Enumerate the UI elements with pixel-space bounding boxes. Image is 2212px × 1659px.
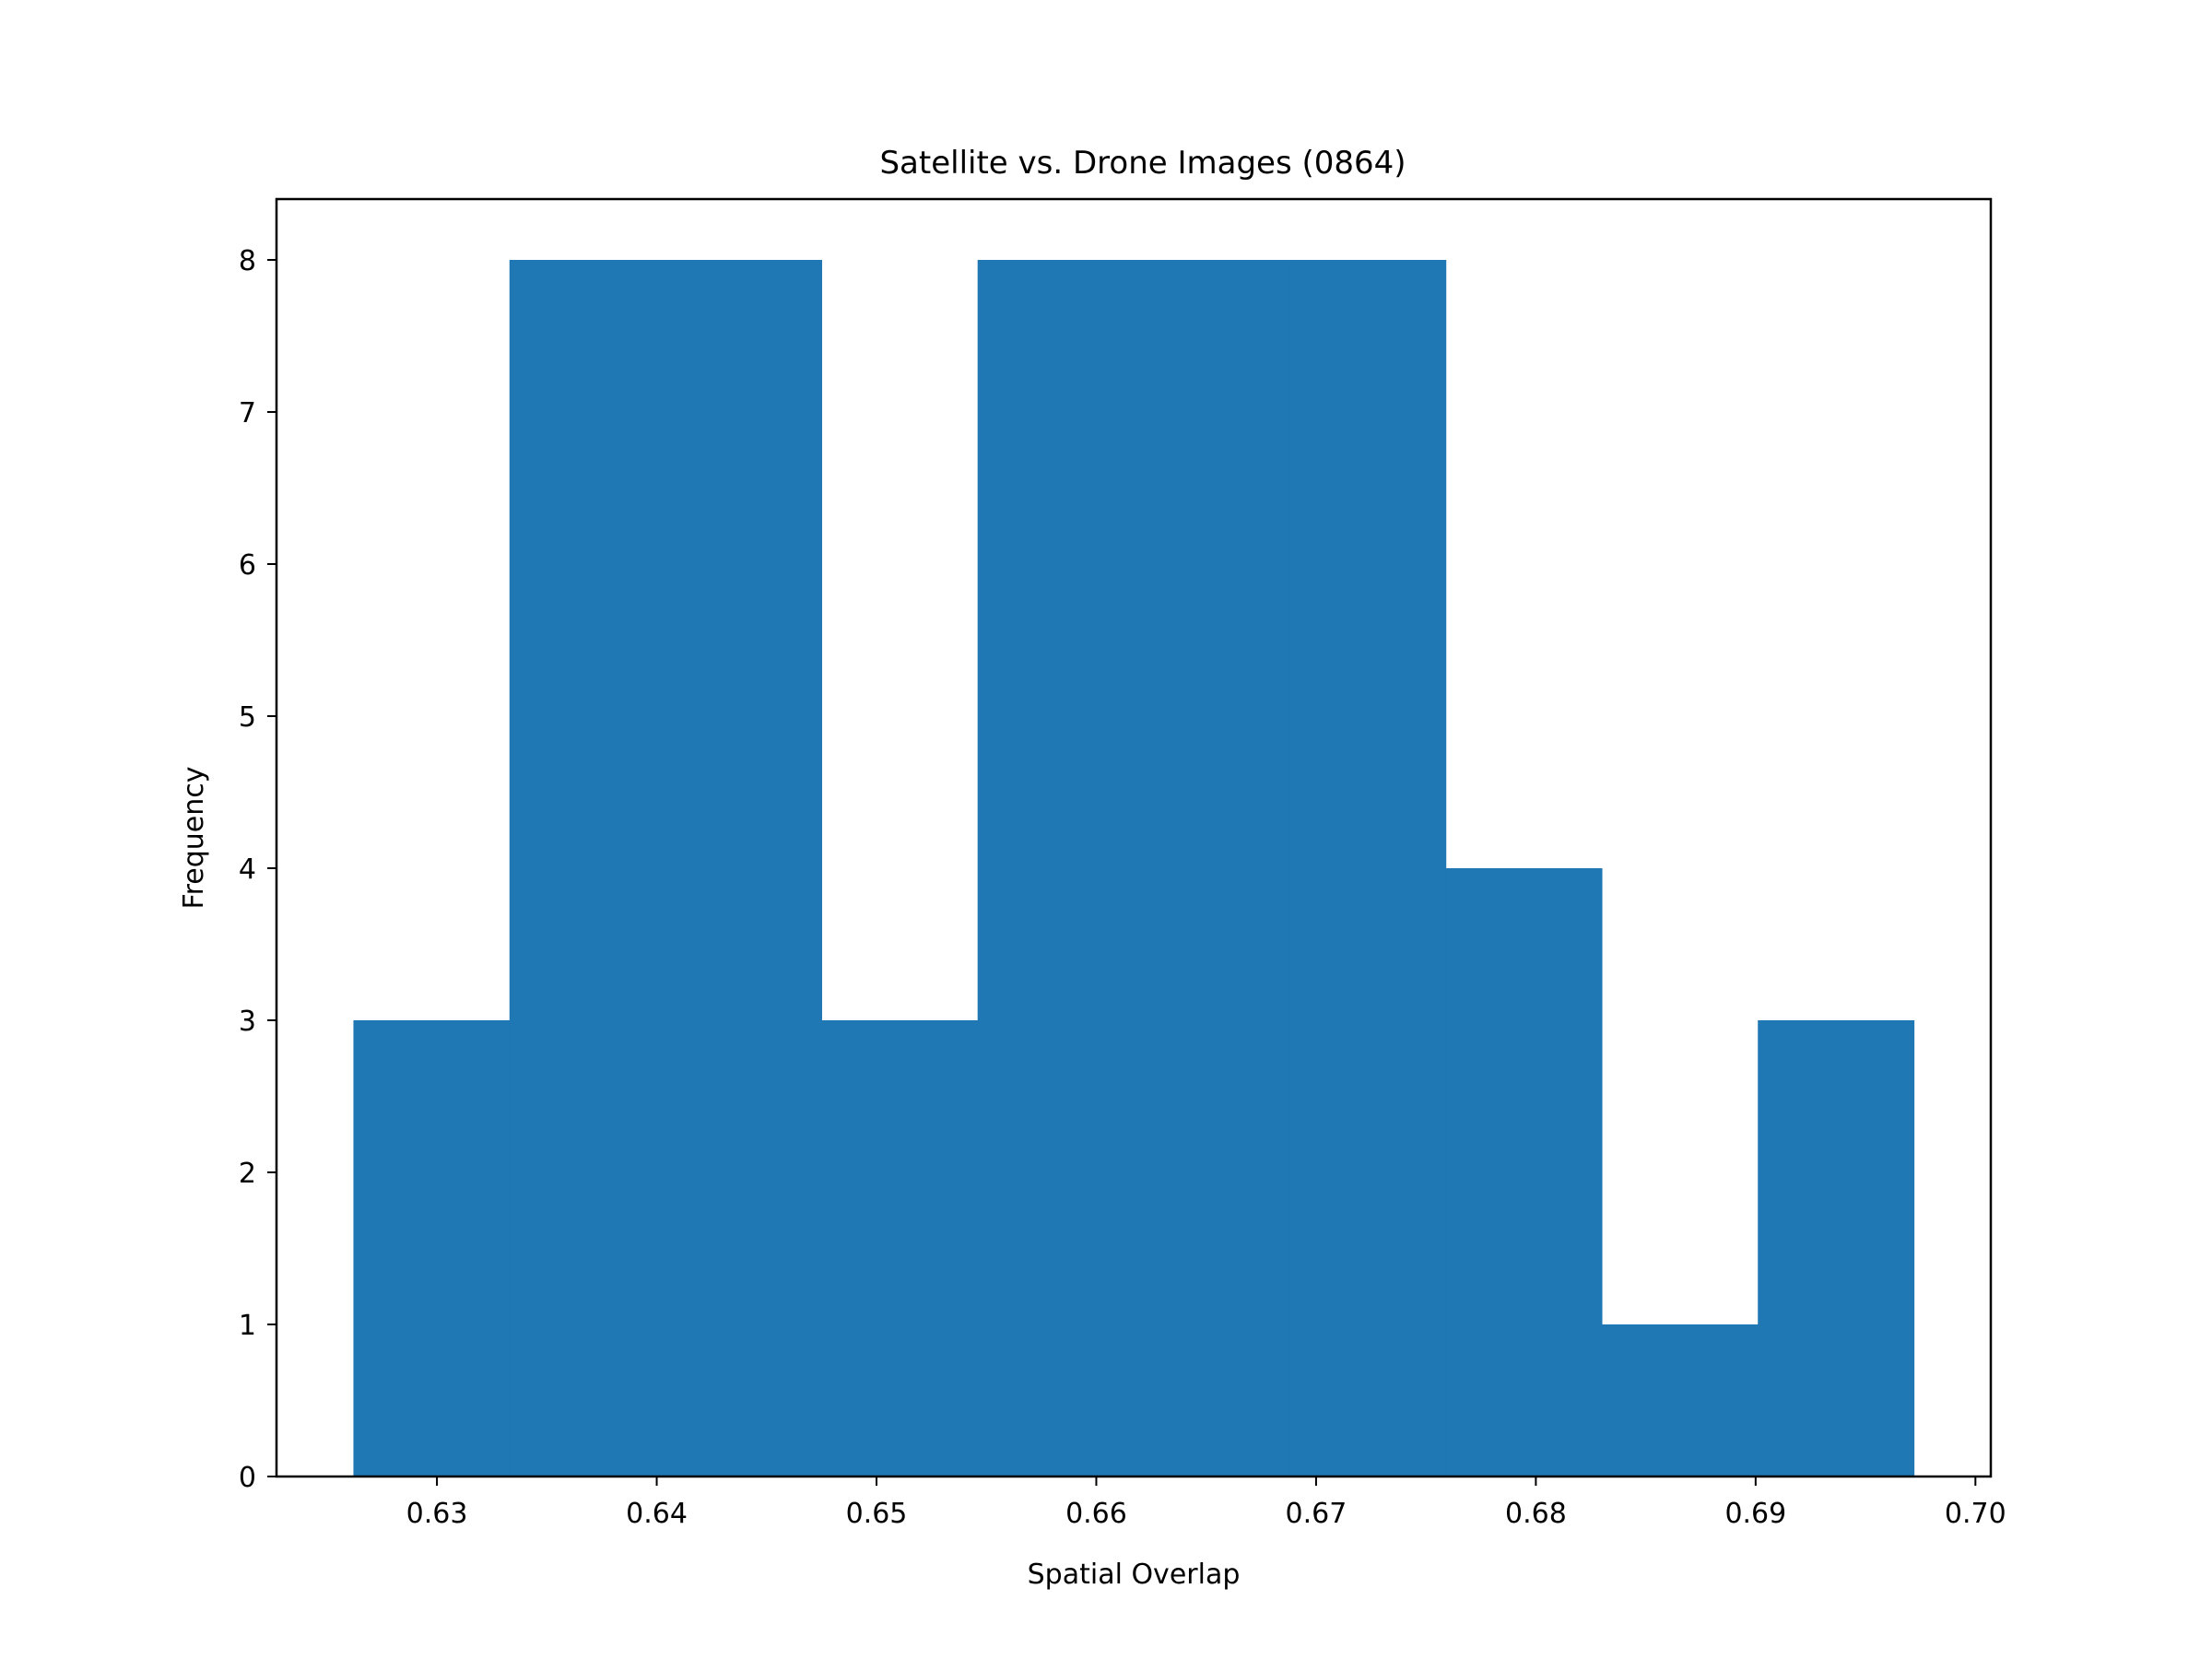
x-tick-label: 0.69: [1724, 1498, 1786, 1530]
y-axis-ticks: 0 1 2 3 4 5 6 7 8: [239, 245, 276, 1494]
x-tick-label: 0.64: [626, 1498, 688, 1530]
histogram-bar: [1758, 1020, 1915, 1477]
histogram-bar: [1601, 1324, 1759, 1477]
x-tick-label: 0.66: [1065, 1498, 1127, 1530]
x-tick-label: 0.68: [1505, 1498, 1567, 1530]
x-axis-label: Spatial Overlap: [1028, 1559, 1241, 1591]
x-tick-label: 0.67: [1286, 1498, 1347, 1530]
histogram-bar: [1445, 868, 1603, 1477]
x-axis-ticks: 0.63 0.64 0.65 0.66 0.67 0.68 0.69 0.70: [406, 1477, 2006, 1530]
y-tick-label: 8: [239, 245, 256, 277]
histogram-bar: [821, 1020, 979, 1477]
histogram-bar: [1289, 260, 1447, 1477]
y-axis-label: Frequency: [178, 767, 210, 910]
histogram-bar: [665, 260, 822, 1477]
y-tick-label: 0: [239, 1462, 256, 1494]
x-tick-label: 0.70: [1945, 1498, 2006, 1530]
chart-title: Satellite vs. Drone Images (0864): [879, 145, 1406, 182]
plot-frame: [275, 197, 1993, 1478]
y-tick-label: 5: [239, 701, 256, 734]
bars-group: [353, 260, 1915, 1477]
y-tick-label: 1: [239, 1310, 256, 1342]
x-tick-label: 0.63: [406, 1498, 468, 1530]
y-tick-label: 3: [239, 1006, 256, 1038]
y-tick-label: 7: [239, 397, 256, 429]
y-tick-label: 6: [239, 549, 256, 582]
histogram-bar: [1134, 260, 1290, 1477]
y-tick-label: 4: [239, 853, 256, 886]
histogram-bar: [509, 260, 666, 1477]
y-tick-label: 2: [239, 1158, 256, 1190]
histogram-bar: [353, 1020, 511, 1477]
histogram-bar: [977, 260, 1135, 1477]
x-tick-label: 0.65: [846, 1498, 908, 1530]
